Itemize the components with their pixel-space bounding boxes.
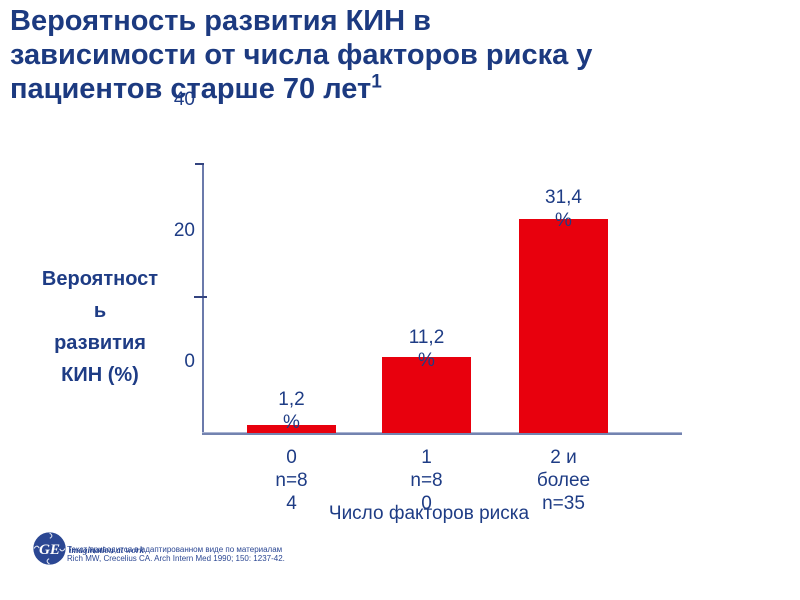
y-axis-title: Вероятност ь развития КИН (%): [41, 268, 159, 386]
category-label-1: 1 n=8 0: [410, 447, 443, 514]
slide-title-footnote-marker: 1: [371, 71, 382, 93]
ge-tagline: imagination at work: [69, 545, 145, 555]
source-note-line-1: Текст приводится в адаптированном виде п…: [67, 545, 283, 554]
y-axis-line: [202, 164, 204, 434]
y-tick-label-40: 40: [173, 89, 195, 110]
source-note-line-2: Rich MW, Crecelius CA. Arch Intern Med 1…: [67, 554, 285, 563]
category-label-2: 2 и более n=35: [536, 447, 591, 514]
bar-2-plus-risk-factors: [519, 219, 608, 433]
x-axis-title: Число факторов риска: [328, 503, 530, 524]
value-label-0: 1,2 %: [278, 389, 305, 433]
y-axis-tick-40: [195, 163, 204, 165]
y-axis-tick-20: [194, 296, 207, 298]
category-label-0: 0 n=8 4: [275, 447, 308, 514]
bar-1-risk-factor: [382, 357, 471, 433]
slide-title: Вероятность развития КИН в зависимости о…: [10, 4, 770, 106]
y-tick-label-20: 20: [173, 220, 195, 241]
bar-0-risk-factors: [247, 425, 336, 433]
slide-title-text: Вероятность развития КИН в зависимости о…: [10, 5, 593, 105]
svg-text:GE: GE: [39, 541, 60, 558]
ge-logo-icon: GE: [33, 532, 66, 565]
value-label-2: 31,4 %: [545, 187, 582, 231]
y-tick-label-0: 0: [184, 351, 195, 372]
value-label-1: 11,2 %: [408, 327, 445, 371]
